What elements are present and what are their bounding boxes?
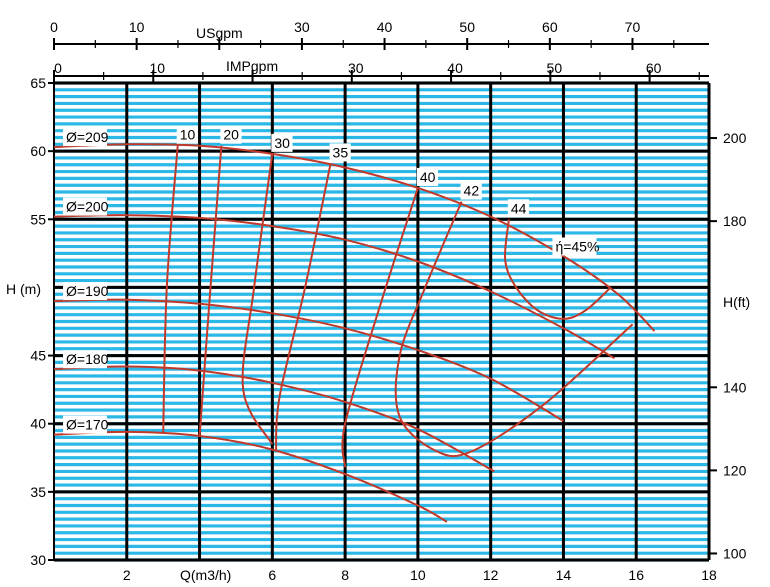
- us-tick-label: 60: [542, 19, 558, 35]
- impeller-label: Ø=170: [66, 417, 109, 433]
- right-tick-label: 140: [723, 379, 747, 395]
- y-tick-label: 30: [30, 552, 46, 568]
- us-tick-label: 10: [129, 19, 145, 35]
- x-tick-label: 18: [701, 567, 717, 583]
- imp-tick-label: 30: [348, 60, 364, 76]
- efficiency-label: 44: [511, 200, 527, 216]
- x-tick-label: 10: [410, 567, 426, 583]
- impeller-label-bg: [63, 197, 107, 216]
- right-tick-label: 120: [723, 462, 747, 478]
- us-tick-label: 40: [377, 19, 393, 35]
- efficiency-label-bg: [176, 125, 198, 144]
- efficiency-label-bg: [460, 181, 482, 200]
- efficiency-label-bg: [271, 133, 293, 152]
- efficiency-label: 35: [333, 144, 349, 160]
- impeller-label: Ø=180: [66, 351, 109, 367]
- y-axis-label-left: H (m): [6, 281, 41, 297]
- right-tick-label: 200: [723, 130, 747, 146]
- curve-layer: [53, 143, 656, 523]
- x-tick-label: 14: [556, 567, 572, 583]
- efficiency-label: 42: [464, 183, 480, 199]
- us-tick-label: 0: [50, 19, 58, 35]
- head-curve-line: [53, 430, 448, 523]
- bep-label: ή=45%: [555, 239, 599, 255]
- efficiency-curve-line: [341, 187, 419, 468]
- y-tick-label: 55: [30, 211, 46, 227]
- efficiency-label-bg: [220, 125, 242, 144]
- efficiency-curve-line: [275, 163, 332, 452]
- us-tick-label: 50: [459, 19, 475, 35]
- efficiency-label: 30: [274, 135, 290, 151]
- head-curve-line: [53, 365, 495, 473]
- efficiency-label-bg: [329, 143, 351, 162]
- impeller-label: Ø=200: [66, 199, 109, 215]
- axes-layer: 0 10 30 40 50 60 70 0 10 30 40 50 60 30 35 40 45 55 60 65 10…: [30, 19, 746, 583]
- efficiency-label-bg: [507, 199, 530, 218]
- x-tick-label: 12: [483, 567, 499, 583]
- imp-tick-label: 10: [149, 60, 165, 76]
- impeller-label-bg: [63, 282, 107, 301]
- y-tick-label: 35: [30, 484, 46, 500]
- x-tick-label: 6: [268, 567, 276, 583]
- top-axis-us-label: USgpm: [196, 25, 243, 41]
- head-curve-line: [53, 298, 564, 422]
- impeller-label-bg: [63, 415, 107, 434]
- y-tick-label: 45: [30, 348, 46, 364]
- imp-tick-label: 60: [646, 60, 662, 76]
- impeller-label-bg: [63, 128, 107, 147]
- efficiency-curve-line: [162, 145, 179, 434]
- right-tick-label: 180: [723, 213, 747, 229]
- efficiency-label-bg: [416, 167, 439, 186]
- y-tick-label: 60: [30, 143, 46, 159]
- imp-tick-label: 0: [54, 60, 62, 76]
- x-tick-label: 8: [341, 567, 349, 583]
- head-curve-line: [53, 214, 615, 360]
- head-curve-line: [53, 143, 656, 332]
- efficiency-curve-line: [198, 145, 223, 437]
- top-axis-imp-label: IMPgpm: [226, 58, 278, 74]
- efficiency-label: 10: [180, 127, 196, 143]
- y-tick-label: 40: [30, 416, 46, 432]
- efficiency-curve-line: [241, 153, 274, 445]
- label-layer: Ø=209 Ø=200 Ø=190 Ø=180 Ø=170 10 20 30 35 40 42 44 ή…: [63, 125, 599, 434]
- impeller-label: Ø=190: [66, 283, 109, 299]
- efficiency-curve-line: [394, 201, 634, 458]
- us-tick-label: 30: [294, 19, 310, 35]
- y-axis-label-right: H(ft): [723, 294, 750, 310]
- x-tick-label: 2: [123, 567, 131, 583]
- x-tick-label: 16: [628, 567, 644, 583]
- x-axis-label: Q(m3/h): [180, 567, 231, 583]
- imp-tick-label: 50: [547, 60, 563, 76]
- grid-layer: [54, 81, 711, 562]
- us-tick-label: 70: [625, 19, 641, 35]
- bep-label-bg: [552, 237, 597, 256]
- impeller-label-bg: [63, 350, 107, 369]
- y-tick-label: 65: [30, 75, 46, 91]
- impeller-label: Ø=209: [66, 129, 109, 145]
- imp-tick-label: 40: [447, 60, 463, 76]
- efficiency-curve-line: [503, 219, 612, 320]
- efficiency-label: 20: [223, 127, 239, 143]
- right-tick-label: 100: [723, 545, 747, 561]
- efficiency-label: 40: [420, 169, 436, 185]
